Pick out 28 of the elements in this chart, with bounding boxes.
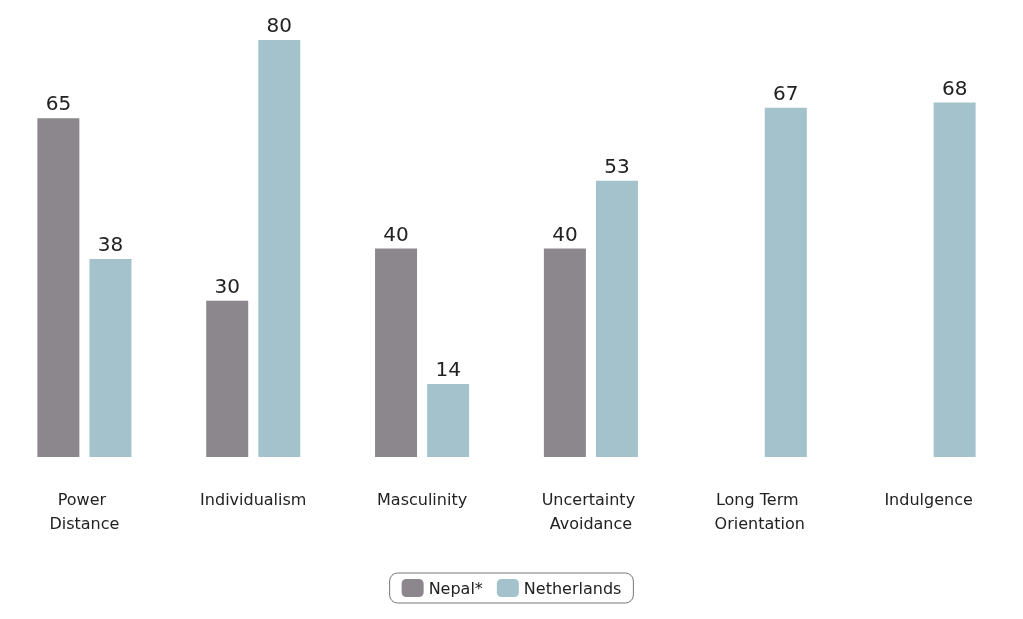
bar — [258, 40, 301, 457]
bar — [89, 258, 132, 457]
data-label: 67 — [773, 80, 799, 105]
bar — [933, 102, 976, 457]
data-label: 53 — [604, 153, 630, 178]
x-tick-label: Individualism — [200, 489, 307, 509]
bar — [206, 300, 249, 457]
legend-label: Netherlands — [523, 578, 622, 598]
bar — [427, 384, 470, 457]
legend-label: Nepal* — [428, 578, 483, 598]
data-label: 68 — [941, 75, 968, 100]
x-tick-label: Indulgence — [884, 489, 973, 509]
data-label: 40 — [552, 221, 578, 246]
bar — [37, 118, 80, 457]
bar — [543, 248, 586, 457]
data-label: 80 — [266, 13, 293, 37]
x-tick-label: Long Term Orientation — [714, 489, 805, 533]
data-label: 30 — [214, 273, 240, 298]
data-label: 14 — [435, 357, 461, 382]
bar — [595, 180, 638, 457]
data-label: 40 — [383, 221, 409, 246]
data-label: 65 — [45, 91, 72, 116]
bar — [764, 107, 807, 457]
bar — [375, 248, 418, 457]
x-tick-label: Uncertainty Avoidance — [541, 489, 641, 533]
x-tick-label: Masculinity — [377, 489, 468, 509]
x-tick-label: Power Distance — [49, 489, 120, 533]
data-label: 38 — [97, 231, 124, 256]
